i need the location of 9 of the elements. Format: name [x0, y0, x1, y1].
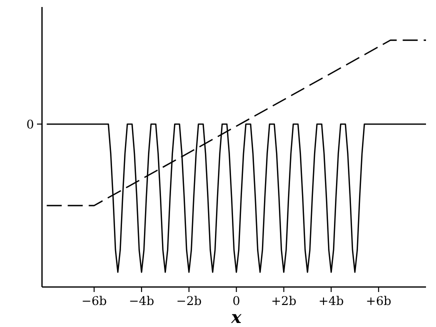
- x-tick-label: −6b: [81, 294, 108, 308]
- x-tick-label: +6b: [366, 294, 392, 308]
- x-tick-label: +4b: [318, 294, 344, 308]
- x-tick-label: 0: [232, 294, 240, 308]
- x-tick-label: −2b: [176, 294, 202, 308]
- x-axis-title: x: [230, 308, 242, 327]
- text: 0: [26, 117, 34, 132]
- x-tick-label: +2b: [271, 294, 297, 308]
- x-tick-label: −4b: [128, 294, 155, 308]
